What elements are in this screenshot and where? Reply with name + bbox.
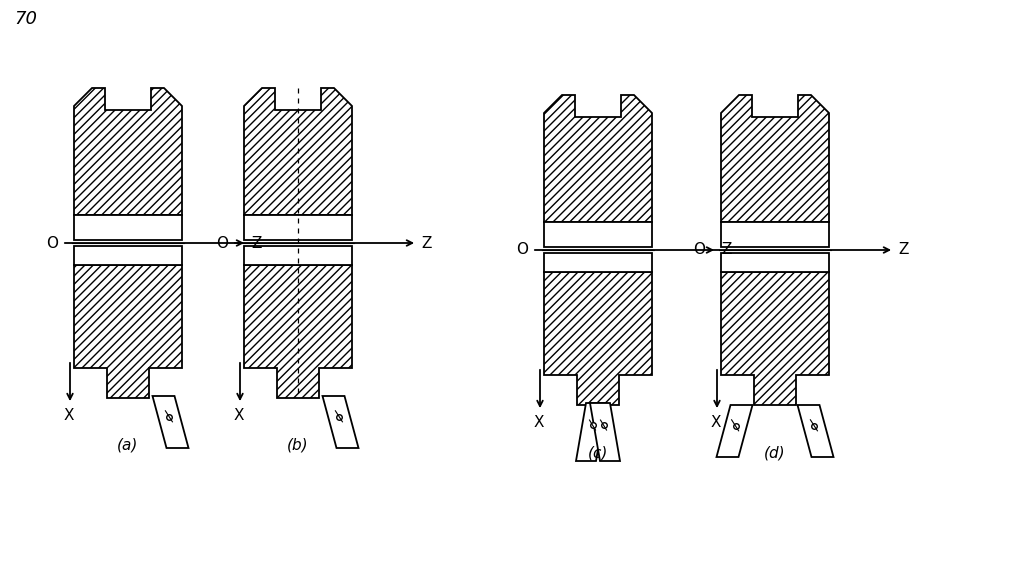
Polygon shape — [590, 403, 620, 461]
Text: Z: Z — [898, 242, 908, 258]
Text: O: O — [46, 235, 58, 251]
Polygon shape — [244, 265, 352, 398]
Text: Z: Z — [721, 242, 731, 258]
Polygon shape — [798, 405, 834, 457]
Text: O: O — [516, 242, 528, 258]
Text: (b): (b) — [287, 438, 309, 453]
Polygon shape — [153, 396, 188, 448]
Polygon shape — [575, 403, 606, 461]
Polygon shape — [544, 222, 652, 247]
Text: 70: 70 — [14, 10, 37, 28]
Polygon shape — [244, 246, 352, 265]
Polygon shape — [721, 253, 829, 272]
Text: O: O — [216, 235, 228, 251]
Text: X: X — [534, 415, 544, 430]
Polygon shape — [74, 215, 182, 240]
Text: Z: Z — [421, 235, 431, 251]
Polygon shape — [74, 88, 182, 215]
Polygon shape — [74, 265, 182, 398]
Text: (a): (a) — [118, 438, 138, 453]
Polygon shape — [323, 396, 358, 448]
Text: (d): (d) — [764, 445, 785, 460]
Text: X: X — [711, 415, 721, 430]
Polygon shape — [244, 88, 352, 215]
Polygon shape — [544, 253, 652, 272]
Polygon shape — [244, 215, 352, 240]
Text: X: X — [63, 408, 75, 423]
Polygon shape — [544, 272, 652, 405]
Polygon shape — [544, 95, 652, 222]
Polygon shape — [721, 95, 829, 222]
Text: X: X — [233, 408, 245, 423]
Text: O: O — [693, 242, 705, 258]
Text: (c): (c) — [588, 445, 608, 460]
Polygon shape — [721, 222, 829, 247]
Polygon shape — [721, 272, 829, 405]
Polygon shape — [74, 246, 182, 265]
Text: Z: Z — [251, 235, 261, 251]
Polygon shape — [717, 405, 753, 457]
